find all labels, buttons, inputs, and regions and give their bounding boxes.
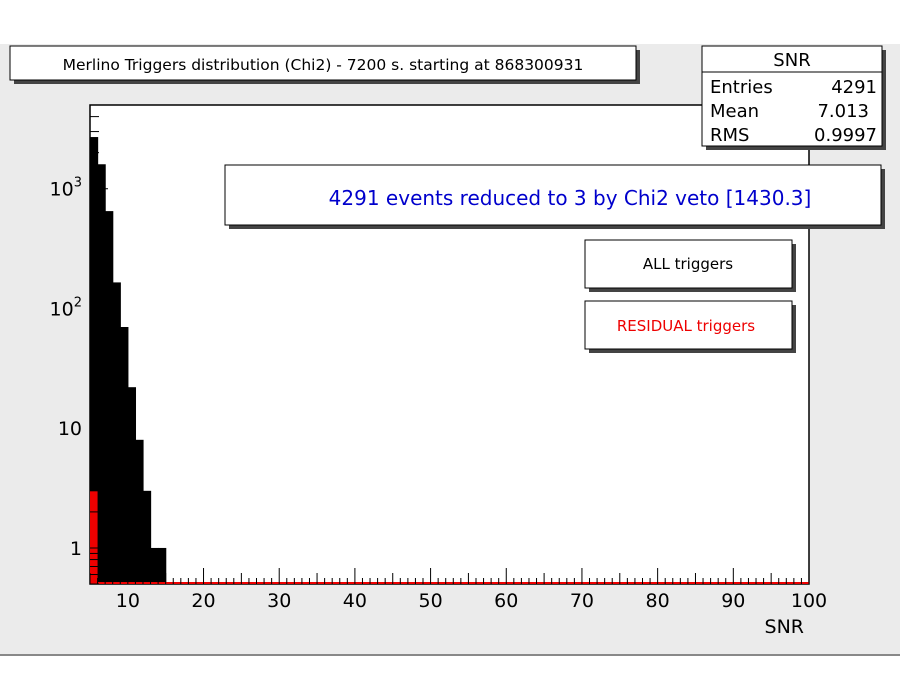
y-tick-label: 10: [58, 418, 82, 440]
x-tick-label: 90: [721, 590, 745, 612]
x-tick-label: 80: [646, 590, 670, 612]
stats-mean-label: Mean: [710, 101, 759, 122]
x-tick-label: 10: [116, 590, 140, 612]
y-axis: 1 10 102 103: [50, 104, 108, 585]
legend-all-triggers: ALL triggers: [584, 239, 796, 292]
stats-rms-label: RMS: [710, 125, 749, 146]
y-tick-label: 1: [70, 538, 82, 560]
stats-entries-label: Entries: [710, 77, 773, 98]
all-triggers-bar: [120, 327, 129, 584]
title-box: Merlino Triggers distribution (Chi2) - 7…: [9, 45, 640, 84]
all-triggers-bar: [90, 137, 99, 585]
veto-annotation: 4291 events reduced to 3 by Chi2 veto [1…: [329, 186, 812, 210]
all-triggers-bar: [127, 387, 137, 584]
x-tick-label: 40: [343, 590, 367, 612]
x-axis: 10 20 30 40 50 60 70 80 90 100: [89, 568, 827, 612]
stats-box: SNR Entries 4291 Mean 7.013 RMS 0.9997: [701, 45, 886, 150]
x-tick-label: 30: [267, 590, 291, 612]
x-tick-label: 70: [570, 590, 594, 612]
all-triggers-bar: [97, 164, 106, 584]
legend-all-label: ALL triggers: [643, 255, 733, 273]
x-tick-label: 60: [494, 590, 518, 612]
x-tick-label: 100: [791, 590, 827, 612]
stats-rms-value: 0.9997: [814, 125, 877, 146]
all-triggers-histogram: [90, 137, 167, 585]
stats-mean-value: 7.013: [817, 101, 869, 122]
annotation-box: 4291 events reduced to 3 by Chi2 veto [1…: [224, 164, 885, 229]
legend-residual-label: RESIDUAL triggers: [617, 317, 755, 335]
all-triggers-bar: [158, 547, 167, 584]
all-triggers-bar: [135, 439, 144, 584]
residual-triggers-histogram: [90, 490, 809, 584]
stats-entries-value: 4291: [831, 77, 877, 98]
y-tick-label: 102: [50, 295, 82, 320]
stats-title: SNR: [773, 50, 810, 71]
residual-triggers-bar: [90, 490, 98, 584]
x-tick-label: 50: [418, 590, 442, 612]
all-triggers-bar: [150, 547, 159, 584]
all-triggers-bar: [105, 211, 114, 584]
all-triggers-bar: [142, 490, 152, 584]
legend-residual-triggers: RESIDUAL triggers: [584, 300, 796, 353]
x-axis-title: SNR: [765, 616, 804, 638]
plot-title: Merlino Triggers distribution (Chi2) - 7…: [63, 56, 584, 74]
all-triggers-bar: [112, 282, 121, 584]
y-tick-label: 103: [50, 176, 82, 201]
x-tick-label: 20: [191, 590, 215, 612]
